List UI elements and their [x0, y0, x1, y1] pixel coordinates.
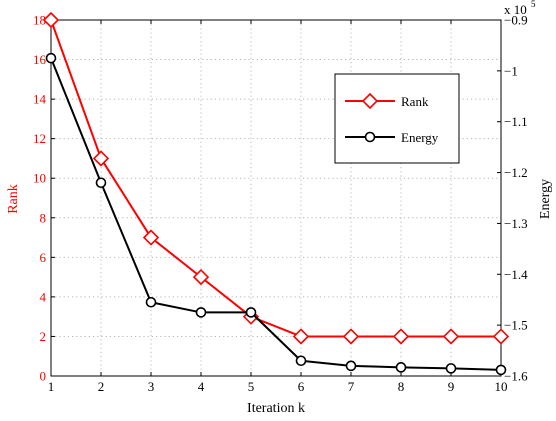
y-left-tick-label: 12	[33, 131, 46, 146]
energy-data-point	[495, 364, 507, 376]
y-right-tick-label: −1.4	[504, 267, 528, 282]
energy-data-point	[95, 177, 107, 189]
plot-frame	[50, 19, 502, 377]
rank-data-point	[142, 229, 160, 246]
y-left-tick-label: 14	[33, 92, 47, 107]
multiplier-base: x 10	[504, 2, 527, 17]
rank-data-point	[342, 328, 360, 345]
x-tick-label: 7	[348, 379, 355, 394]
right-axis-multiplier: x 10 5	[504, 0, 536, 17]
energy-data-point	[445, 363, 457, 374]
legend-rank-label: Rank	[401, 94, 429, 109]
y-right-tick-label: −1	[504, 63, 518, 78]
legend: Rank Energy	[334, 73, 460, 164]
energy-series-line	[50, 57, 502, 371]
series-lines	[42, 11, 510, 376]
rank-data-point	[292, 328, 310, 345]
x-tick-label: 1	[48, 379, 55, 394]
rank-data-point	[442, 328, 460, 345]
energy-data-point	[245, 307, 257, 318]
y-right-tick-label: −1.5	[504, 318, 528, 333]
y-left-tick-label: 6	[40, 250, 47, 265]
rank-data-point	[392, 328, 410, 345]
y-left-tick-label: 0	[40, 369, 47, 384]
grid	[51, 20, 501, 376]
y-left-tick-label: 8	[40, 210, 47, 225]
y-right-tick-label: −1.2	[504, 165, 528, 180]
y-left-tick-label: 18	[33, 13, 46, 28]
rank-data-point	[92, 150, 110, 167]
x-axis-label: Iteration k	[247, 401, 305, 416]
x-tick-label: 4	[198, 379, 205, 394]
y-left-tick-label: 16	[33, 52, 47, 67]
rank-data-point	[192, 268, 210, 286]
rank-data-point	[42, 11, 60, 29]
x-tick-label: 3	[148, 379, 155, 394]
energy-data-point	[145, 296, 157, 308]
legend-energy-marker	[364, 131, 376, 143]
energy-data-point	[395, 362, 407, 373]
x-tick-label: 2	[98, 379, 105, 394]
x-tick-label: 9	[448, 379, 455, 394]
energy-data-point	[195, 307, 207, 318]
legend-box	[334, 73, 460, 164]
y-left-tick-label: 2	[40, 329, 47, 344]
y-right-tick-label: −1.6	[504, 369, 528, 384]
y-right-tick-label: −0.9	[504, 13, 528, 28]
energy-data-point	[45, 52, 57, 64]
x-tick-label: 6	[298, 379, 305, 394]
y-left-tick-label: 10	[33, 171, 46, 186]
legend-energy-label: Energy	[401, 130, 439, 145]
y-left-tick-label: 4	[40, 289, 47, 304]
y-axis-left-label: Rank	[6, 184, 21, 214]
x-tick-label: 5	[248, 379, 255, 394]
y-right-tick-label: −1.1	[504, 114, 528, 129]
y-axis-right-label: Energy	[538, 179, 553, 219]
multiplier-exponent: 5	[531, 0, 536, 9]
rank-series-line	[50, 19, 501, 338]
rank-data-point	[492, 328, 510, 345]
energy-data-point	[345, 360, 357, 372]
legend-rank-marker	[361, 92, 379, 110]
y-right-tick-label: −1.3	[504, 216, 528, 231]
x-tick-label: 8	[398, 379, 405, 394]
x-tick-label: 10	[495, 379, 508, 394]
energy-data-point	[295, 355, 307, 367]
